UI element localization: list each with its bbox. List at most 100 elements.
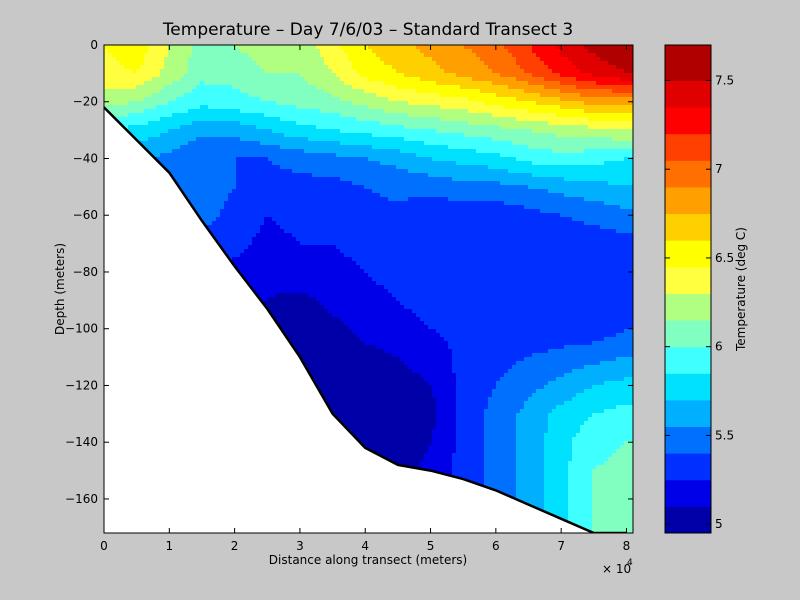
contour-cell [568, 101, 573, 106]
contour-cell [224, 149, 229, 154]
contour-cell [292, 129, 297, 134]
contour-cell [448, 85, 453, 90]
contour-cell [324, 81, 329, 86]
contour-cell [576, 109, 581, 114]
contour-cell [456, 137, 461, 142]
contour-cell [452, 73, 457, 78]
contour-cell [528, 97, 533, 102]
contour-cell [108, 57, 113, 62]
contour-cell [144, 121, 149, 126]
contour-cell [164, 141, 169, 146]
contour-cell [456, 89, 461, 94]
contour-cell [552, 121, 557, 126]
contour-cell [600, 101, 605, 106]
contour-cell [600, 121, 605, 126]
contour-cell [192, 89, 197, 94]
contour-cell [420, 57, 425, 62]
contour-cell [524, 149, 529, 154]
contour-cell [128, 129, 133, 134]
contour-cell [600, 113, 605, 118]
contour-cell [428, 153, 433, 158]
contour-cell [332, 53, 337, 58]
contour-cell [348, 117, 353, 122]
contour-cell [488, 93, 493, 98]
contour-cell [176, 65, 181, 70]
contour-cell [544, 165, 549, 170]
contour-cell [424, 89, 429, 94]
contour-cell [384, 161, 389, 166]
contour-cell [536, 173, 541, 178]
contour-cell [496, 113, 501, 118]
contour-cell [608, 69, 613, 74]
contour-cell [476, 57, 481, 62]
contour-cell [272, 133, 277, 138]
contour-cell [176, 85, 181, 90]
contour-cell [288, 93, 293, 98]
contour-cell [296, 53, 301, 58]
contour-cell [548, 173, 553, 178]
contour-cell [292, 73, 297, 78]
contour-cell [356, 109, 361, 114]
contour-cell [616, 81, 621, 86]
contour-cell [536, 141, 541, 146]
contour-cell [564, 145, 569, 150]
contour-cell [232, 141, 237, 146]
contour-cell [400, 81, 405, 86]
contour-cell [156, 81, 161, 86]
contour-cell [188, 173, 193, 178]
contour-cell [520, 89, 525, 94]
contour-cell [332, 105, 337, 110]
contour-cell [456, 77, 461, 82]
contour-cell [472, 173, 477, 178]
contour-cell [164, 73, 169, 78]
contour-cell [620, 165, 625, 170]
contour-cell [592, 145, 597, 150]
contour-cell [504, 69, 509, 74]
contour-cell [256, 57, 261, 62]
contour-cell [132, 77, 137, 82]
contour-cell [252, 125, 257, 130]
contour-cell [468, 161, 473, 166]
contour-cell [380, 101, 385, 106]
contour-cell [532, 173, 537, 178]
contour-cell [104, 49, 109, 54]
contour-cell [544, 93, 549, 98]
contour-cell [480, 173, 485, 178]
contour-cell [316, 125, 321, 130]
contour-cell [396, 185, 401, 190]
contour-cell [612, 161, 617, 166]
contour-cell [256, 69, 261, 74]
contour-cell [392, 141, 397, 146]
contour-cell [304, 57, 309, 62]
contour-cell [556, 53, 561, 58]
contour-cell [256, 73, 261, 78]
contour-cell [428, 61, 433, 66]
contour-cell [352, 181, 357, 186]
contour-cell [252, 193, 257, 198]
contour-cell [624, 129, 629, 134]
contour-cell [260, 173, 265, 178]
contour-cell [372, 93, 377, 98]
contour-cell [180, 149, 185, 154]
contour-cell [396, 53, 401, 58]
contour-cell [236, 133, 241, 138]
contour-cell [544, 49, 549, 54]
contour-cell [316, 61, 321, 66]
contour-cell [444, 125, 449, 130]
contour-cell [304, 141, 309, 146]
contour-cell [412, 169, 417, 174]
contour-cell [152, 101, 157, 106]
contour-cell [316, 133, 321, 138]
contour-cell [628, 141, 633, 146]
contour-cell [300, 185, 305, 190]
contour-cell [512, 189, 517, 194]
contour-cell [492, 185, 497, 190]
contour-cell [272, 165, 277, 170]
contour-cell [184, 181, 189, 186]
contour-cell [328, 149, 333, 154]
contour-cell [408, 145, 413, 150]
contour-cell [488, 137, 493, 142]
contour-cell [272, 169, 277, 174]
contour-cell [380, 129, 385, 134]
contour-cell [368, 81, 373, 86]
